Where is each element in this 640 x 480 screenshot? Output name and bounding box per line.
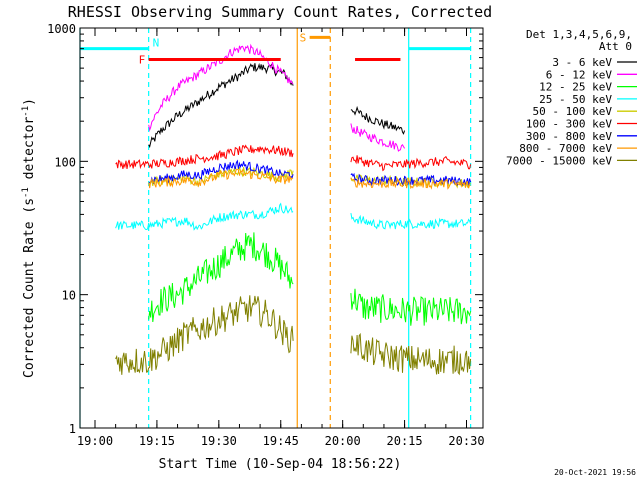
legend-label-6: 300 - 800 keV [526,130,612,143]
series-line-3-seg-1 [115,202,294,231]
legend-label-0: 3 - 6 keV [552,56,612,69]
y-tick-label-3: 1000 [47,22,76,36]
legend-label-3: 25 - 50 keV [539,93,612,106]
x-tick-label-6: 20:30 [448,434,484,448]
axes-layer: 1 10 100 1000 19:00 19:15 19:30 19:45 20:00 20:15… [47,22,484,448]
series-line-6-seg-1 [148,159,294,185]
series-line-7-seg-1 [148,168,294,189]
series-line-5-seg-2 [350,155,472,172]
x-tick-label-5: 20:15 [387,434,423,448]
x-axis-label: Start Time (10-Sep-04 18:56:22) [159,457,402,472]
y-tick-label-1: 10 [62,289,76,303]
legend-label-7: 800 - 7000 keV [519,142,612,155]
chart-title: RHESSI Observing Summary Count Rates, Co… [68,3,492,21]
annotation-label-0: N [153,37,160,50]
series-line-7-seg-2 [350,177,471,190]
series-line-0-seg-1 [350,105,406,135]
x-tick-label-4: 20:00 [325,434,361,448]
plot-frame [79,27,484,429]
series-line-8-seg-2 [350,332,472,376]
legend-label-4: 50 - 100 keV [533,105,613,118]
series-line-8-seg-1 [115,295,294,375]
annotation-label-2: F [139,54,146,67]
legend-label-5: 100 - 300 keV [526,118,612,131]
series-line-3-seg-2 [350,213,472,230]
footer-timestamp: 20-Oct-2021 19:56 [554,468,636,477]
y-axis-label: Corrected Count Rate (s-1 detector-1) [21,98,37,378]
series-line-2-seg-2 [350,288,472,326]
x-tick-label-2: 19:30 [201,434,237,448]
series-line-1-seg-0 [148,43,294,132]
series-line-2-seg-1 [148,232,294,323]
data-layer: NF S [80,28,472,428]
y-tick-label-2: 100 [54,155,76,169]
legend-label-1: 6 - 12 keV [546,68,613,81]
series-line-1-seg-1 [350,123,406,152]
annotation-label-4: S [300,31,307,44]
legend-label-2: 12 - 25 keV [539,81,612,94]
x-tick-label-3: 19:45 [263,434,299,448]
y-tick-label-0: 1 [69,422,76,436]
legend-header-0: Det 1,3,4,5,6,9, [526,28,632,41]
series-line-5-seg-1 [115,144,294,170]
x-tick-label-1: 19:15 [139,434,175,448]
legend-label-8: 7000 - 15000 keV [506,154,612,167]
x-tick-label-0: 19:00 [77,434,113,448]
series-line-0-seg-0 [148,62,294,149]
legend-header-1: Att 0 [599,40,632,53]
